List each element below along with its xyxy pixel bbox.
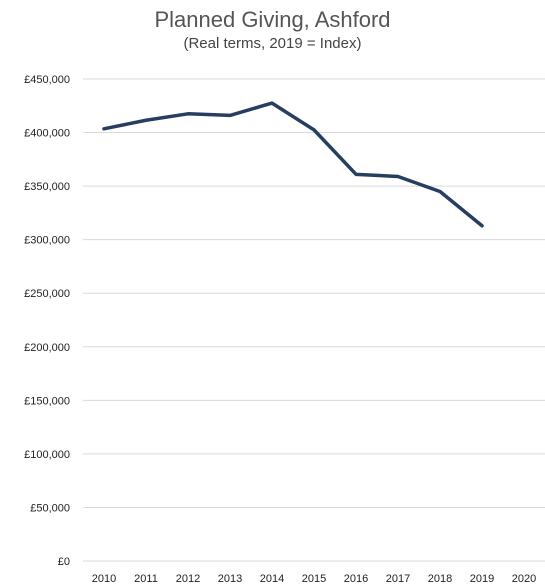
- y-tick-label: £400,000: [24, 128, 70, 140]
- x-tick-label: 2010: [92, 573, 116, 585]
- y-tick-label: £350,000: [24, 181, 70, 193]
- x-tick-label: 2014: [260, 573, 284, 585]
- x-tick-label: 2013: [218, 573, 242, 585]
- x-tick-label: 2012: [176, 573, 200, 585]
- series-line: [102, 101, 484, 228]
- chart-title: Planned Giving, Ashford: [154, 7, 391, 32]
- x-tick-label: 2018: [428, 573, 452, 585]
- y-tick-label: £450,000: [24, 74, 70, 86]
- x-tick-label: 2017: [386, 573, 410, 585]
- y-tick-label: £300,000: [24, 235, 70, 247]
- y-tick-label: £100,000: [24, 449, 70, 461]
- x-tick-label: 2011: [134, 573, 158, 585]
- y-tick-label: £50,000: [30, 502, 70, 514]
- y-tick-label: £150,000: [24, 395, 70, 407]
- chart-title-block: Planned Giving, Ashford (Real terms, 201…: [0, 6, 545, 54]
- y-tick-label: £200,000: [24, 342, 70, 354]
- y-tick-label: £250,000: [24, 288, 70, 300]
- x-tick-label: 2015: [302, 573, 326, 585]
- x-tick-label: 2016: [344, 573, 368, 585]
- y-tick-label: £0: [58, 556, 70, 568]
- chart-subtitle: (Real terms, 2019 = Index): [183, 35, 362, 52]
- x-tick-label: 2019: [470, 573, 494, 585]
- x-tick-label: 2020: [512, 573, 536, 585]
